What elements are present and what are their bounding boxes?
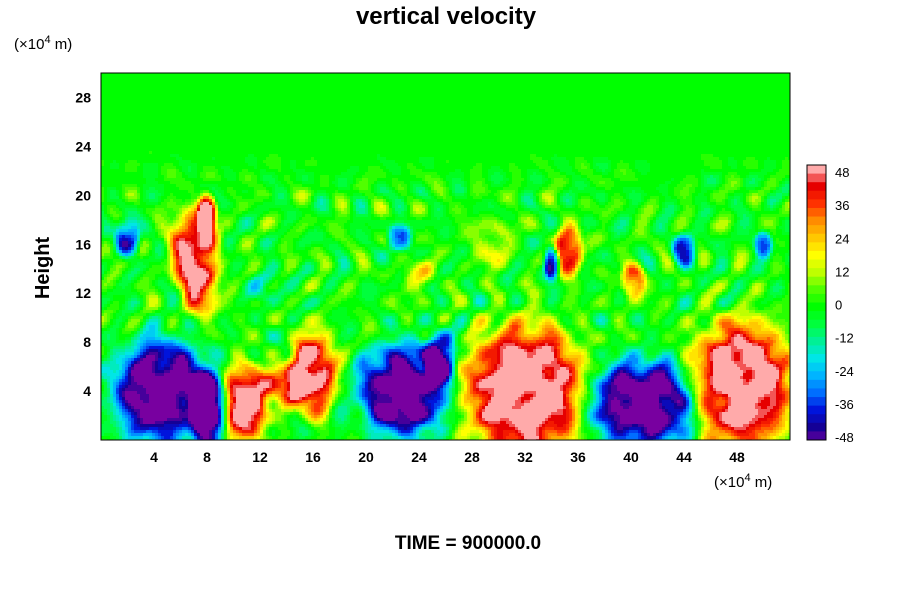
colorbar-swatch — [807, 379, 826, 389]
colorbar-swatch — [807, 405, 826, 415]
colorbar-swatch — [807, 285, 826, 295]
x-tick-label: 24 — [411, 449, 427, 465]
colorbar-swatch — [807, 311, 826, 321]
y-tick-label: 20 — [75, 187, 91, 203]
colorbar-swatch — [807, 422, 826, 432]
colorbar-swatch — [807, 388, 826, 398]
colorbar-tick-label: 48 — [835, 165, 849, 180]
colorbar-swatch — [807, 199, 826, 209]
colorbar-swatch — [807, 276, 826, 286]
x-axis-ticks: 4 8 12 16 20 24 28 32 36 40 44 48 — [150, 449, 745, 465]
colorbar-frame — [806, 164, 827, 441]
x-tick-label: 40 — [623, 449, 639, 465]
colorbar-swatch — [807, 336, 826, 346]
colorbar-swatch — [807, 216, 826, 226]
x-tick-label: 20 — [358, 449, 374, 465]
colorbar-tick-label: 36 — [835, 198, 849, 213]
colorbar-swatch — [807, 371, 826, 381]
y-axis-label: Height — [32, 237, 54, 300]
colorbar-swatch — [807, 225, 826, 235]
heatmap-field — [101, 73, 791, 441]
colorbar-swatch — [807, 242, 826, 252]
time-footer: TIME = 900000.0 — [395, 533, 541, 554]
colorbar-tick-label: -48 — [835, 430, 854, 445]
colorbar-tick-label: 0 — [835, 298, 842, 313]
colorbar-tick-label: -24 — [835, 364, 854, 379]
colorbar-tick-label: 24 — [835, 231, 849, 246]
x-tick-label: 4 — [150, 449, 158, 465]
y-tick-label: 24 — [75, 138, 91, 154]
colorbar-swatch — [807, 293, 826, 303]
x-axis-unit: (×104 m) — [714, 472, 772, 491]
x-tick-label: 44 — [676, 449, 692, 465]
y-tick-label: 16 — [75, 236, 91, 252]
colorbar-swatch — [807, 354, 826, 364]
plot-frame — [100, 72, 791, 441]
y-tick-label: 28 — [75, 89, 91, 105]
colorbar-tick-label: -12 — [835, 331, 854, 346]
x-tick-label: 16 — [305, 449, 321, 465]
x-tick-label: 28 — [464, 449, 480, 465]
colorbar-ticks: 48 36 24 12 0 -12 -24 -36 -48 — [835, 165, 854, 445]
colorbar-tick-label: 12 — [835, 264, 849, 279]
colorbar-swatch — [807, 250, 826, 260]
colorbar-swatch — [807, 397, 826, 407]
y-tick-label: 4 — [83, 383, 91, 399]
colorbar-swatch — [807, 173, 826, 183]
colorbar-tick-label: -36 — [835, 397, 854, 412]
colorbar-swatch — [807, 431, 826, 441]
colorbar-swatch — [807, 190, 826, 200]
colorbar-swatch — [807, 362, 826, 372]
colorbar-swatch — [807, 414, 826, 424]
colorbar-swatch — [807, 268, 826, 278]
y-tick-label: 12 — [75, 285, 91, 301]
colorbar — [806, 164, 827, 441]
colorbar-swatch — [807, 319, 826, 329]
x-tick-label: 48 — [729, 449, 745, 465]
x-tick-label: 8 — [203, 449, 211, 465]
colorbar-swatch — [807, 302, 826, 312]
y-axis-unit: (×104 m) — [14, 34, 72, 53]
y-tick-label: 8 — [83, 334, 91, 350]
y-axis-ticks: 4 8 12 16 20 24 28 — [75, 89, 91, 399]
x-tick-label: 32 — [517, 449, 533, 465]
colorbar-swatch — [807, 328, 826, 338]
colorbar-swatch — [807, 259, 826, 269]
colorbar-swatch — [807, 233, 826, 243]
colorbar-swatch — [807, 165, 826, 174]
colorbar-swatch — [807, 182, 826, 192]
colorbar-swatch — [807, 207, 826, 217]
x-tick-label: 36 — [570, 449, 586, 465]
chart-title: vertical velocity — [356, 3, 537, 30]
x-tick-label: 12 — [252, 449, 268, 465]
colorbar-swatch — [807, 345, 826, 355]
